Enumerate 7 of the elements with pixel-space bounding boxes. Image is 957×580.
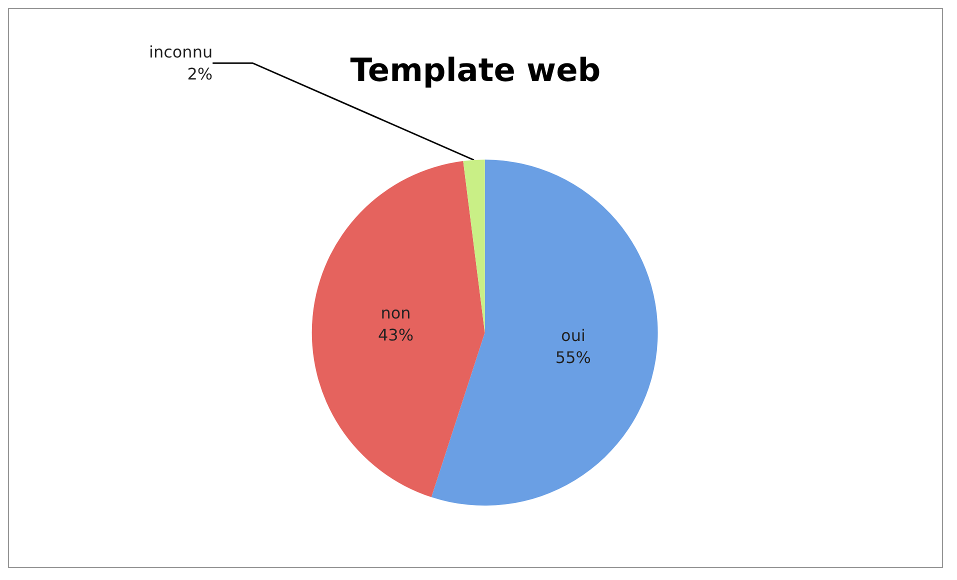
data-label: 43%	[378, 326, 414, 345]
slice-label: non	[380, 304, 411, 323]
data-label: 55%	[555, 348, 591, 368]
data-label: 2%	[187, 64, 213, 84]
chart-title: Template web	[350, 51, 601, 89]
slice-label: oui	[561, 326, 586, 346]
slice-label: inconnu	[149, 42, 213, 62]
